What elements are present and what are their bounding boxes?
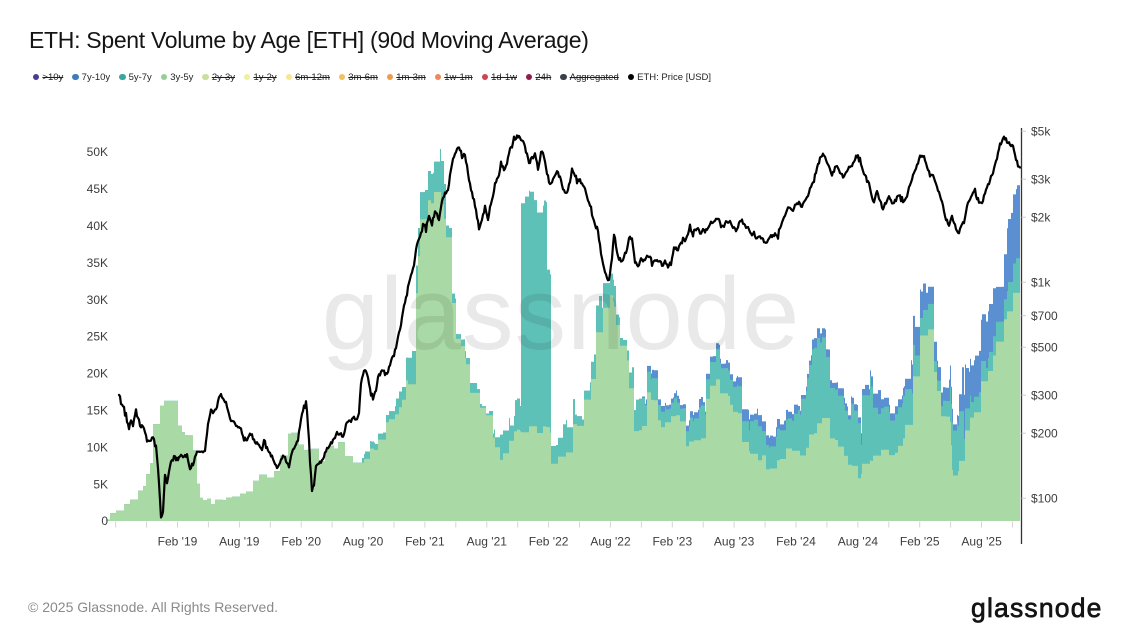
svg-text:Aug '24: Aug '24 [838, 535, 879, 549]
svg-text:Feb '23: Feb '23 [652, 535, 692, 549]
svg-text:Feb '21: Feb '21 [405, 535, 445, 549]
svg-text:$2k: $2k [1031, 210, 1051, 224]
svg-text:$200: $200 [1031, 426, 1058, 440]
svg-text:Feb '25: Feb '25 [900, 535, 940, 549]
svg-text:Feb '24: Feb '24 [776, 535, 816, 549]
svg-text:35K: 35K [87, 256, 108, 270]
svg-text:0: 0 [101, 514, 108, 528]
svg-text:30K: 30K [87, 293, 108, 307]
svg-text:$700: $700 [1031, 309, 1058, 323]
svg-text:$3k: $3k [1031, 172, 1051, 186]
svg-text:Feb '22: Feb '22 [529, 535, 569, 549]
svg-text:40K: 40K [87, 219, 108, 233]
svg-text:$300: $300 [1031, 388, 1058, 402]
svg-text:10K: 10K [87, 440, 108, 454]
svg-text:45K: 45K [87, 182, 108, 196]
svg-text:50K: 50K [87, 145, 108, 159]
svg-text:5K: 5K [93, 477, 108, 491]
svg-text:Aug '19: Aug '19 [219, 535, 260, 549]
svg-text:Aug '22: Aug '22 [590, 535, 631, 549]
svg-text:Feb '19: Feb '19 [158, 535, 198, 549]
svg-text:$500: $500 [1031, 340, 1058, 354]
svg-text:$1k: $1k [1031, 275, 1051, 289]
svg-text:Aug '21: Aug '21 [467, 535, 508, 549]
svg-text:25K: 25K [87, 330, 108, 344]
svg-text:$5k: $5k [1031, 124, 1051, 138]
svg-text:glassnode: glassnode [322, 256, 801, 371]
svg-text:Aug '25: Aug '25 [961, 535, 1002, 549]
svg-text:Aug '20: Aug '20 [343, 535, 384, 549]
svg-text:$100: $100 [1031, 491, 1058, 505]
svg-text:Feb '20: Feb '20 [281, 535, 321, 549]
svg-text:15K: 15K [87, 404, 108, 418]
svg-text:Aug '23: Aug '23 [714, 535, 755, 549]
svg-text:20K: 20K [87, 367, 108, 381]
